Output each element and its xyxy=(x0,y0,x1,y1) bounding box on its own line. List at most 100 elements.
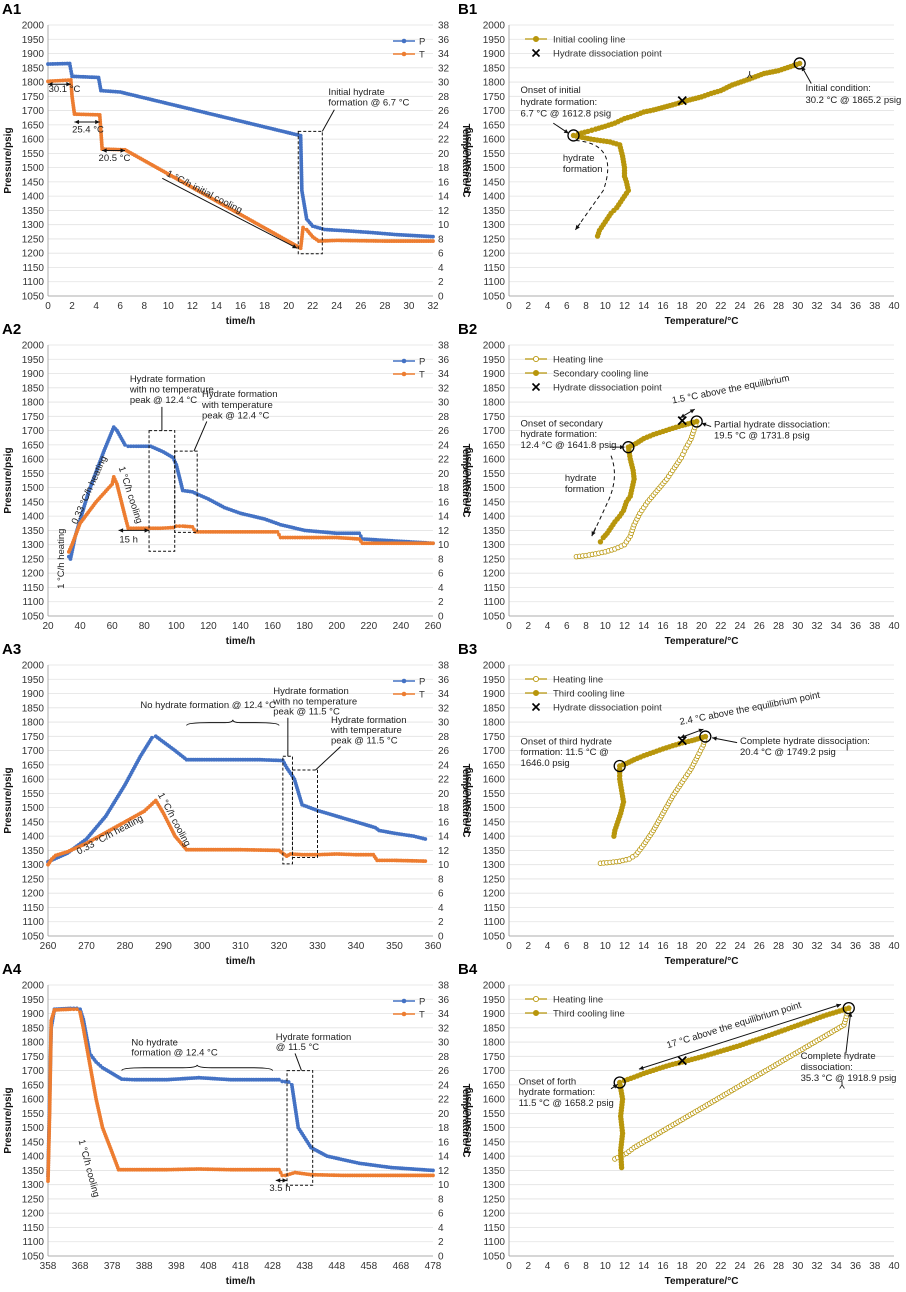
xtick-label: 0 xyxy=(45,301,51,312)
annotation-text: 11.5 °C @ 1658.2 psig xyxy=(519,1098,614,1109)
callout-line xyxy=(315,746,341,771)
xtick-label: 2 xyxy=(525,941,531,952)
x-axis-label: time/h xyxy=(226,956,255,967)
xtick-label: 378 xyxy=(104,1261,121,1272)
annotation-text: 0.33 °C/h heating xyxy=(70,454,110,526)
y2tick-label: 34 xyxy=(438,1009,450,1020)
y2tick-label: 32 xyxy=(438,63,450,74)
callout-line xyxy=(193,421,208,452)
y2tick-label: 2 xyxy=(438,917,444,928)
xtick-label: 6 xyxy=(564,1261,570,1272)
series-line-p xyxy=(47,1007,434,1177)
ytick-label: 1750 xyxy=(22,1052,45,1063)
annotation-text: formation: 11.5 °C @ xyxy=(521,747,609,758)
xtick-label: 16 xyxy=(657,621,669,632)
xtick-label: 358 xyxy=(40,1261,57,1272)
y2tick-label: 30 xyxy=(438,398,450,409)
ytick-label: 1100 xyxy=(483,1237,505,1248)
annotation-text: 17 °C above the equilibrium point xyxy=(665,1000,802,1052)
ytick-label: 1300 xyxy=(483,220,506,231)
data-point xyxy=(280,1079,285,1084)
data-point xyxy=(431,1168,435,1173)
ytick-label: 1350 xyxy=(22,1166,45,1177)
data-point xyxy=(71,1007,76,1012)
annotation-text: 1 °C/h cooling xyxy=(155,791,193,848)
xtick-label: 478 xyxy=(425,1261,442,1272)
annotation-text: Complete hydrate xyxy=(801,1051,876,1062)
ytick-label: 1450 xyxy=(483,1137,506,1148)
ytick-label: 1500 xyxy=(483,163,506,174)
y2tick-label: 36 xyxy=(438,675,450,686)
data-point xyxy=(68,1007,73,1012)
xtick-label: 60 xyxy=(107,621,119,632)
x-axis-label: Temperature/°C xyxy=(665,636,739,647)
xtick-label: 20 xyxy=(696,941,708,952)
y2tick-label: 24 xyxy=(438,1080,450,1091)
xtick-label: 24 xyxy=(734,301,746,312)
xtick-label: 398 xyxy=(168,1261,185,1272)
xtick-label: 40 xyxy=(888,301,900,312)
ytick-label: 1700 xyxy=(483,106,506,117)
xtick-label: 40 xyxy=(75,621,87,632)
xtick-label: 20 xyxy=(42,621,54,632)
ytick-label: 1250 xyxy=(483,874,506,885)
annotation-text: hydrate formation: xyxy=(521,97,598,108)
dissociation-point-marker xyxy=(677,415,687,426)
panel-label: B2 xyxy=(458,321,477,338)
y2tick-label: 0 xyxy=(438,612,444,623)
chart-A4: 1050 1100 1150 1200 1250 1300 1350 1400 1450 1500… xyxy=(2,961,471,1287)
y2tick-label: 28 xyxy=(438,732,450,743)
xtick-label: 32 xyxy=(811,621,823,632)
xtick-label: 260 xyxy=(425,621,442,632)
ytick-label: 1650 xyxy=(22,440,45,451)
xtick-label: 34 xyxy=(831,301,843,312)
ytick-label: 1800 xyxy=(483,78,506,89)
xtick-label: 8 xyxy=(583,301,589,312)
brace xyxy=(186,719,280,726)
arrow-head xyxy=(689,409,695,414)
arrow-head xyxy=(292,244,298,249)
y2tick-label: 38 xyxy=(438,661,450,672)
annotation-text: with temperature xyxy=(201,400,273,411)
ytick-label: 1100 xyxy=(483,277,505,288)
y-axis-label: Pressure/psig xyxy=(3,767,14,833)
xtick-label: 16 xyxy=(657,1261,669,1272)
xtick-label: 180 xyxy=(296,621,313,632)
brace xyxy=(121,1064,274,1071)
ytick-label: 1700 xyxy=(483,426,506,437)
ytick-label: 1550 xyxy=(483,1109,506,1120)
ytick-label: 2000 xyxy=(483,981,506,992)
ytick-label: 1050 xyxy=(483,1252,506,1263)
data-point xyxy=(278,1170,283,1175)
y2tick-label: 20 xyxy=(438,149,450,160)
ytick-label: 1500 xyxy=(483,803,506,814)
ytick-label: 1300 xyxy=(22,220,45,231)
data-point xyxy=(611,833,617,839)
xtick-label: 330 xyxy=(309,941,326,952)
xtick-label: 10 xyxy=(600,301,612,312)
xtick-label: 220 xyxy=(360,621,377,632)
xtick-label: 34 xyxy=(831,1261,843,1272)
xtick-label: 16 xyxy=(657,301,669,312)
ytick-label: 1300 xyxy=(483,860,506,871)
xtick-label: 38 xyxy=(869,621,881,632)
data-point xyxy=(431,239,435,243)
ytick-label: 1100 xyxy=(22,917,44,928)
y2-axis-label: Temperature/°C xyxy=(460,764,471,838)
chart-B1: 1050 1100 1150 1200 1250 1300 1350 1400 1450 1500… xyxy=(458,1,901,327)
y2tick-label: 12 xyxy=(438,846,450,857)
ytick-label: 1550 xyxy=(22,1109,45,1120)
y2tick-label: 26 xyxy=(438,106,450,117)
y2tick-label: 26 xyxy=(438,746,450,757)
y-axis-label: Pressure/psig xyxy=(3,127,14,193)
ytick-label: 1400 xyxy=(22,192,45,203)
xtick-label: 0 xyxy=(506,621,512,632)
xtick-label: 240 xyxy=(393,621,410,632)
legend-marker xyxy=(401,38,407,44)
data-point xyxy=(171,525,176,530)
xtick-label: 24 xyxy=(734,941,746,952)
chart-A2: 1050110011501200125013001350140014501500… xyxy=(2,321,471,647)
ytick-label: 1100 xyxy=(22,277,44,288)
y2tick-label: 2 xyxy=(438,277,444,288)
ytick-label: 1550 xyxy=(22,469,45,480)
